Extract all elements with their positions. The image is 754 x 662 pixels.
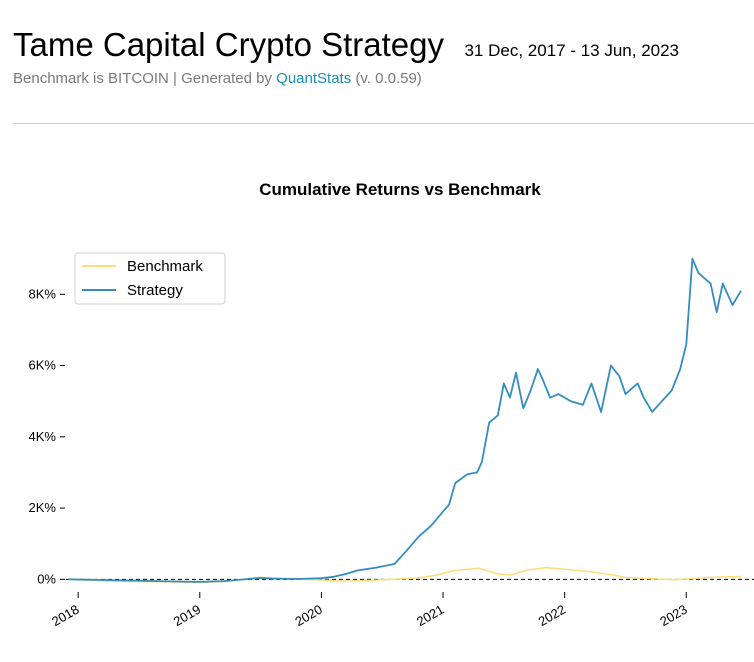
date-range: 31 Dec, 2017 - 13 Jun, 2023 [464,41,680,60]
x-tick-label: 2020 [292,602,325,629]
y-tick-label: 4K% [29,429,57,444]
series-lines [66,257,754,584]
report-subtitle: Benchmark is BITCOIN | Generated by Quan… [13,70,754,87]
legend-label-benchmark: Benchmark [127,258,203,275]
title-row: Tame Capital Crypto Strategy 31 Dec, 201… [13,26,754,64]
y-axis: 0% 2K% 4K% 6K% 8K% [29,286,65,586]
legend-label-strategy: Strategy [127,282,183,299]
report-header: Tame Capital Crypto Strategy 31 Dec, 201… [13,26,754,87]
y-tick-label: 8K% [29,286,57,301]
x-tick-label: 2018 [49,602,82,629]
x-tick-label: 2022 [536,602,569,629]
header-divider [13,123,754,124]
x-tick-label: 2019 [171,602,204,629]
series-line-strategy [68,257,742,583]
chart-title: Cumulative Returns vs Benchmark [259,180,541,199]
y-tick-label: 6K% [29,358,57,373]
x-tick-label: 2023 [657,602,690,629]
x-axis: 2018 2019 2020 2021 2022 2023 [49,592,690,629]
report-title: Tame Capital Crypto Strategy [13,26,445,63]
quantstats-link[interactable]: QuantStats [276,70,352,87]
subtitle-prefix: Benchmark is BITCOIN | Generated by [13,70,277,87]
y-tick-label: 2K% [29,500,57,515]
subtitle-suffix: (v. 0.0.59) [351,70,422,87]
legend: Benchmark Strategy [74,252,226,305]
y-tick-label: 0% [37,571,56,586]
x-tick-label: 2021 [414,602,447,629]
series-line-benchmark [68,566,742,584]
